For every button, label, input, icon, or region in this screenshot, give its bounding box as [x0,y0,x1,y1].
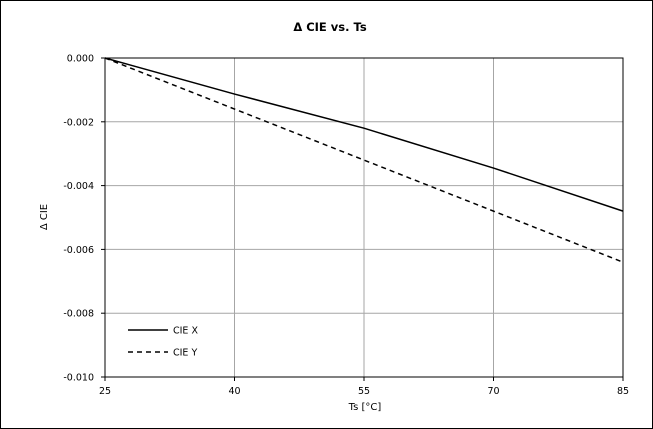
x-tick-label: 55 [358,386,370,397]
x-tick-label: 70 [487,386,499,397]
x-tick-label: 25 [99,386,111,397]
y-tick-label: 0.000 [67,54,94,65]
y-tick-label: -0.010 [63,373,94,384]
y-tick-label: -0.006 [63,245,94,256]
y-tick-label: -0.002 [63,117,94,128]
y-tick-label: -0.004 [63,181,94,192]
y-axis-label: Δ CIE [39,204,50,230]
series-line-cie-x [104,57,624,212]
x-tick-label: 85 [617,386,629,397]
x-axis-label: Ts [°C] [348,402,382,413]
series-line-cie-y [104,57,624,263]
y-axis: 0.000 -0.002 -0.004 -0.006 -0.008 -0.010 [63,54,105,384]
chart-title: Δ CIE vs. Ts [293,20,367,34]
legend: CIE X CIE Y [128,326,198,359]
series-group [104,57,624,263]
y-tick-label: -0.008 [63,309,94,320]
x-axis: 25 40 55 70 85 [99,377,629,397]
legend-label: CIE X [173,326,198,337]
x-tick-label: 40 [228,386,240,397]
legend-label: CIE Y [173,348,197,359]
